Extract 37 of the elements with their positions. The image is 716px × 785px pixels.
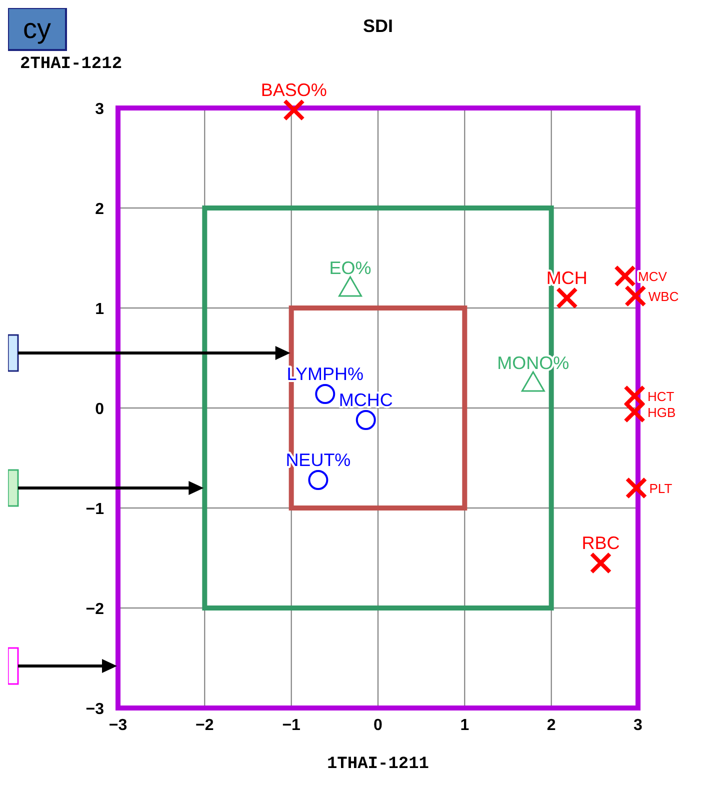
point	[315, 384, 336, 404]
y-axis-title: 2THAI-1212	[20, 55, 122, 74]
x-tick-label: 1	[460, 717, 470, 734]
y-tick-label: 0	[95, 401, 104, 418]
y-tick-label: −1	[86, 501, 104, 518]
annotation: MCHC	[338, 390, 393, 410]
annotation: HCT	[648, 389, 674, 404]
annotation: WBC	[648, 289, 679, 304]
x-tick-label: 0	[374, 717, 383, 734]
annotation: EO%	[329, 258, 372, 278]
y-tick-label: −3	[86, 701, 104, 718]
point	[614, 265, 636, 287]
annotation: PLT	[649, 481, 672, 496]
point	[625, 477, 648, 499]
point	[624, 285, 646, 307]
x-tick-label: 2	[546, 717, 556, 734]
x-tick-label: −2	[196, 717, 214, 734]
point	[308, 470, 328, 490]
annotation: HGB	[648, 405, 676, 420]
point	[356, 410, 376, 430]
y-tick-label: −2	[86, 601, 104, 618]
point	[282, 99, 305, 121]
chart-title: SDI	[362, 16, 394, 36]
point	[590, 552, 612, 574]
point	[556, 287, 578, 309]
text: cy	[23, 13, 51, 44]
y-tick-label: 3	[95, 101, 104, 118]
x-tick-label: −3	[108, 717, 128, 734]
x-tick-label: −1	[282, 717, 301, 734]
annotation: RBC	[582, 533, 620, 553]
y-tick-label: 2	[95, 201, 104, 218]
annotation: BASO%	[260, 80, 327, 100]
y-tick-label: 1	[95, 301, 104, 318]
x-axis-title: 1THAI-1211	[326, 755, 430, 774]
point	[338, 276, 362, 297]
point	[521, 371, 545, 392]
x-tick-label: 3	[634, 717, 643, 734]
